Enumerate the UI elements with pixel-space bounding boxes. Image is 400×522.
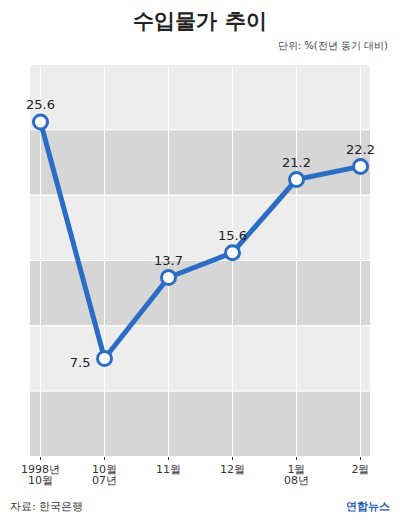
svg-text:13.7: 13.7 [154,253,183,268]
svg-text:15.6: 15.6 [218,228,247,243]
html-text:수입물가 추이: 수입물가 추이 [133,9,267,33]
svg-text:7.5: 7.5 [70,355,91,370]
html-text:자료: 한국은행: 자료: 한국은행 [10,500,84,513]
svg-text:12월: 12월 [220,463,245,476]
svg-text:22.2: 22.2 [346,142,375,157]
html-text:연합뉴스: 연합뉴스 [346,500,390,513]
html-text:단위: %(전년 동기 대비): 단위: %(전년 동기 대비) [277,40,388,51]
svg-text:25.6: 25.6 [26,97,55,112]
svg-text:1998년10월: 1998년10월 [21,463,60,487]
svg-text:10월07년: 10월07년 [92,463,117,487]
svg-text:11월: 11월 [156,463,181,476]
svg-text:1월08년: 1월08년 [284,463,309,487]
svg-text:2월: 2월 [352,463,370,476]
svg-text:21.2: 21.2 [282,155,311,170]
